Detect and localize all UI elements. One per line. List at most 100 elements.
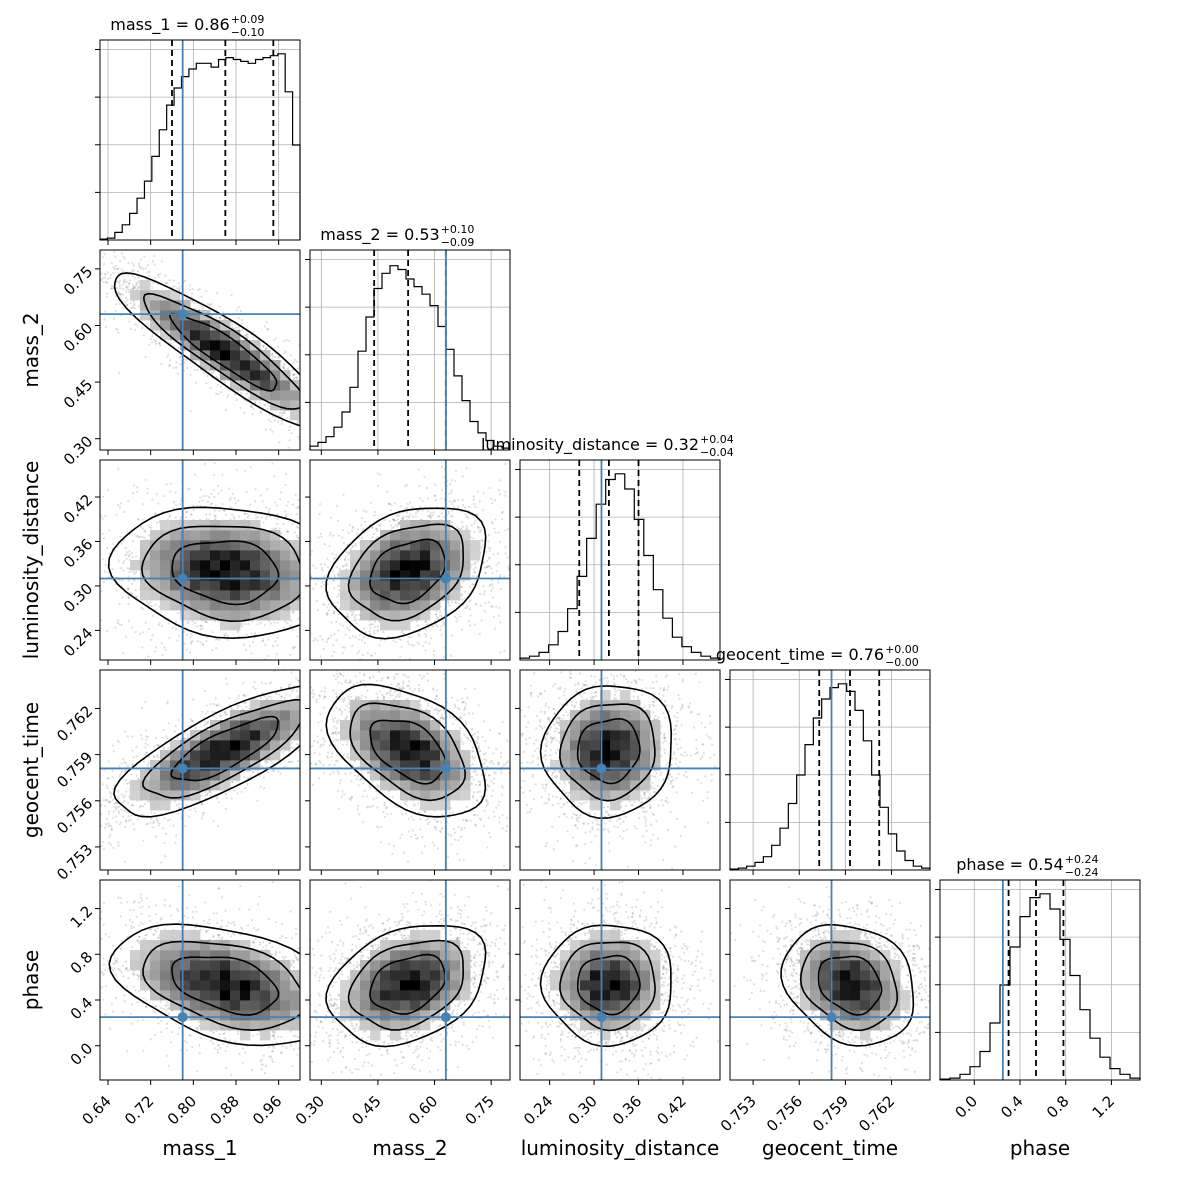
- title-lower: −0.10: [231, 26, 265, 39]
- contour-line: [142, 698, 300, 799]
- x-tick-label: 0.75: [462, 1092, 498, 1128]
- contour-line: [325, 924, 487, 1048]
- diag-panel-mass_1: mass_1 = 0.86 +0.09−0.10: [95, 13, 301, 245]
- title-lower: −0.04: [700, 446, 734, 459]
- y-axis-label-phase: phase: [19, 950, 43, 1010]
- diag-panel-geocent_time: geocent_time = 0.76 +0.00−0.00: [716, 643, 931, 875]
- x-tick-label: 0.753: [717, 1092, 760, 1135]
- x-axis-label-luminosity_distance: luminosity_distance: [521, 1136, 720, 1160]
- x-tick-label: 0.0: [952, 1092, 982, 1122]
- title-lower: −0.24: [1065, 866, 1099, 879]
- truth-marker: [440, 763, 451, 774]
- contour-line: [780, 924, 915, 1047]
- contour-line: [325, 683, 487, 818]
- y-tick-label: 0.60: [60, 319, 96, 355]
- panel-frame: [99, 39, 301, 241]
- y-tick-label: 0.759: [53, 748, 96, 791]
- y-tick-label: 0.8: [67, 948, 97, 978]
- x-tick-label: 0.30: [292, 1092, 328, 1128]
- panel-frame: [309, 459, 511, 661]
- y-tick-label: 0.756: [53, 794, 96, 837]
- panel-mass_1-vs-geocent_time: [95, 669, 301, 875]
- contour-line: [113, 272, 300, 427]
- histogram-luminosity_distance: [519, 473, 721, 660]
- x-tick-label: 0.4: [997, 1092, 1027, 1122]
- title-upper: +0.09: [231, 13, 265, 26]
- truth-marker: [440, 573, 451, 584]
- contour-line: [539, 924, 672, 1048]
- x-tick-label: 0.72: [121, 1092, 157, 1128]
- panel-luminosity_distance-vs-phase: [515, 879, 721, 1085]
- y-tick-label: 0.45: [60, 376, 96, 412]
- panel-frame: [99, 879, 301, 1081]
- histogram-mass_1: [99, 53, 301, 240]
- x-tick-label: 0.762: [855, 1092, 898, 1135]
- title-luminosity_distance: luminosity_distance = 0.32: [481, 435, 699, 455]
- x-tick-label: 0.45: [348, 1092, 384, 1128]
- x-tick-label: 0.759: [809, 1092, 852, 1135]
- panel-frame: [519, 459, 721, 661]
- panel-luminosity_distance-vs-geocent_time: [515, 669, 721, 875]
- panel-frame: [99, 249, 301, 451]
- x-tick-label: 0.96: [249, 1092, 285, 1128]
- y-tick-label: 0.753: [53, 841, 96, 884]
- panel-frame: [519, 669, 721, 871]
- title-lower: −0.00: [885, 656, 919, 669]
- panel-mass_2-vs-geocent_time: [305, 669, 511, 875]
- contour-line: [349, 702, 467, 802]
- title-lower: −0.09: [441, 236, 475, 249]
- x-tick-label: 0.80: [164, 1092, 200, 1128]
- contour-line: [107, 506, 300, 640]
- contour-line: [559, 703, 656, 802]
- contour-line: [108, 923, 300, 1047]
- x-axis-label-mass_2: mass_2: [372, 1136, 447, 1160]
- x-tick-label: 0.8: [1043, 1092, 1073, 1122]
- panel-frame: [519, 879, 721, 1081]
- panel-frame: [99, 459, 301, 661]
- truth-marker: [596, 1012, 607, 1023]
- title-upper: +0.04: [700, 433, 734, 446]
- panel-frame: [729, 669, 931, 871]
- density-grid: [130, 520, 300, 631]
- contour-line: [169, 312, 278, 392]
- contour-line: [142, 292, 300, 410]
- y-tick-label: 0.30: [60, 580, 96, 616]
- density-grid: [130, 700, 300, 811]
- density-grid: [340, 520, 481, 631]
- contour-line: [113, 685, 300, 818]
- y-tick-label: 0.30: [60, 432, 96, 468]
- contour-line: [170, 715, 279, 782]
- contour-line: [369, 538, 447, 605]
- panel-mass_1-vs-phase: [95, 879, 301, 1085]
- contour-line: [559, 941, 656, 1032]
- title-upper: +0.10: [441, 223, 475, 236]
- histogram-phase: [939, 893, 1141, 1080]
- title-mass_1: mass_1 = 0.86: [110, 15, 229, 35]
- y-axis-label-luminosity_distance: luminosity_distance: [19, 461, 43, 660]
- panel-frame: [309, 249, 511, 451]
- panel-frame: [99, 669, 301, 871]
- panel-mass_2-vs-luminosity_distance: [305, 459, 511, 665]
- panel-mass_1-vs-luminosity_distance: [95, 459, 301, 665]
- x-tick-label: 0.60: [405, 1092, 441, 1128]
- panel-frame: [939, 879, 1141, 1081]
- y-tick-label: 0.0: [67, 1039, 97, 1069]
- histogram-geocent_time: [729, 683, 931, 870]
- x-tick-label: 0.756: [763, 1092, 806, 1135]
- title-geocent_time: geocent_time = 0.76: [716, 645, 884, 665]
- contour-line: [539, 685, 673, 819]
- truth-marker: [826, 1012, 837, 1023]
- y-tick-label: 0.4: [67, 994, 97, 1024]
- panel-frame: [729, 879, 931, 1081]
- x-tick-label: 1.2: [1089, 1092, 1119, 1122]
- y-tick-label: 0.75: [60, 263, 96, 299]
- x-axis-label-phase: phase: [1010, 1136, 1070, 1160]
- truth-marker: [177, 1012, 188, 1023]
- x-tick-label: 0.36: [609, 1092, 645, 1128]
- contour-line: [369, 953, 447, 1015]
- y-tick-label: 0.24: [60, 624, 96, 660]
- x-tick-label: 0.64: [78, 1092, 114, 1128]
- contour-line: [799, 941, 899, 1032]
- title-mass_2: mass_2 = 0.53: [320, 225, 439, 245]
